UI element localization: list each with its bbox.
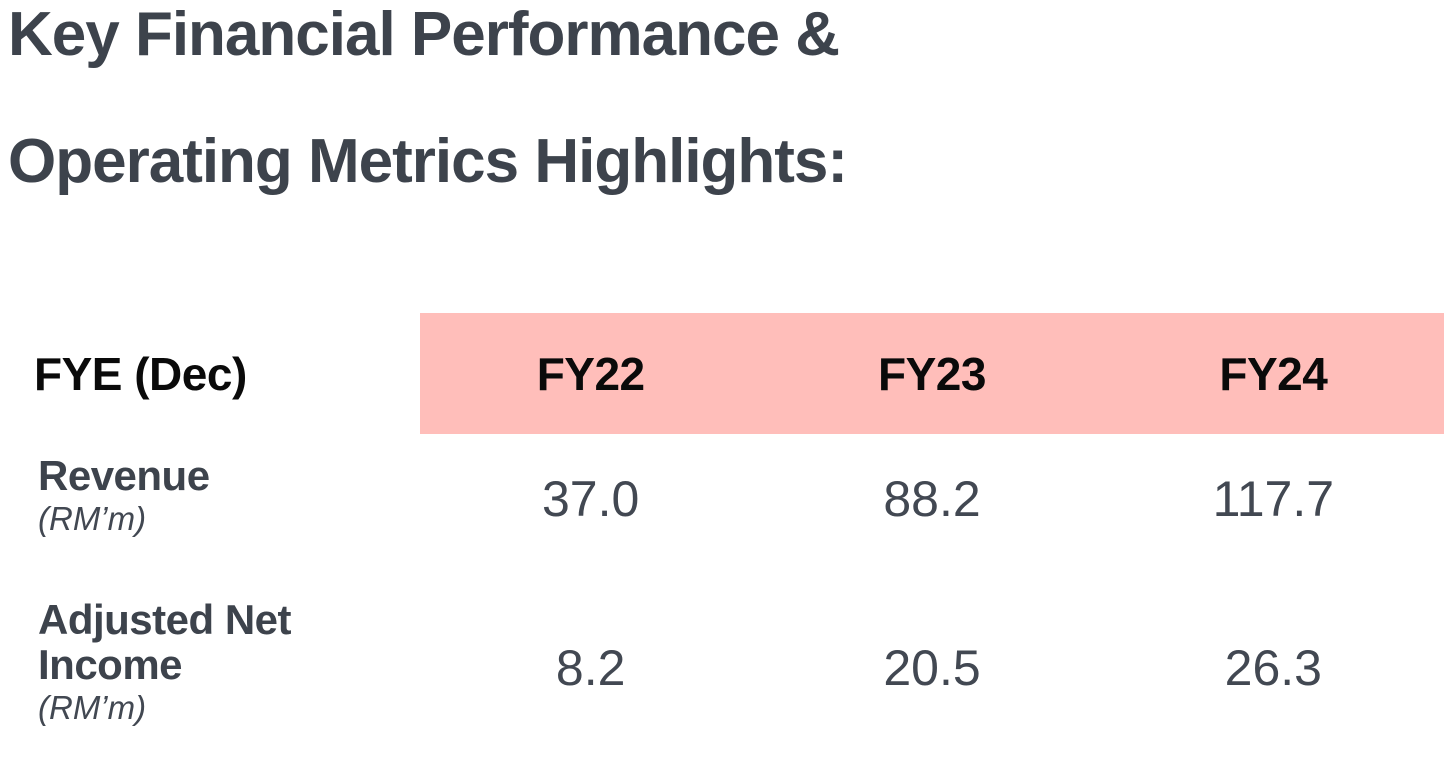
page-title-line-1: Key Financial Performance & <box>8 0 840 69</box>
revenue-fy24-value: 117.7 <box>1212 471 1335 527</box>
metrics-table: FYE (Dec) FY22 FY23 FY24 Revenue (RM’m) … <box>0 313 1444 738</box>
adjusted-net-income-label-cell: Adjusted Net Income (RM’m) <box>0 596 420 738</box>
revenue-fy22-value: 37.0 <box>542 471 640 527</box>
table-header-row: FYE (Dec) FY22 FY23 FY24 <box>0 313 1444 434</box>
adjusted-net-income-fy24-value: 26.3 <box>1224 640 1322 696</box>
header-fye-cell: FYE (Dec) <box>0 313 420 434</box>
adjusted-net-income-fy22-value: 8.2 <box>555 640 626 696</box>
header-col-fy22: FY22 <box>420 313 762 434</box>
metric-name-adjusted-net-income: Adjusted Net Income <box>38 596 292 688</box>
adjusted-net-income-fy23-value: 20.5 <box>883 640 981 696</box>
revenue-fy23-value: 88.2 <box>883 471 981 527</box>
header-col-fy24: FY24 <box>1102 313 1444 434</box>
revenue-label-cell: Revenue (RM’m) <box>0 452 420 558</box>
table-row-revenue: Revenue (RM’m) 37.0 88.2 117.7 <box>0 452 1444 558</box>
page-title-line-2: Operating Metrics Highlights: <box>8 127 848 196</box>
metric-name-revenue: Revenue <box>38 452 210 499</box>
metric-unit-adjusted-net-income: (RM’m) <box>38 688 147 726</box>
header-col-fy23: FY23 <box>761 313 1103 434</box>
metric-unit-revenue: (RM’m) <box>38 499 147 537</box>
table-row-adjusted-net-income: Adjusted Net Income (RM’m) 8.2 20.5 26.3 <box>0 596 1444 738</box>
